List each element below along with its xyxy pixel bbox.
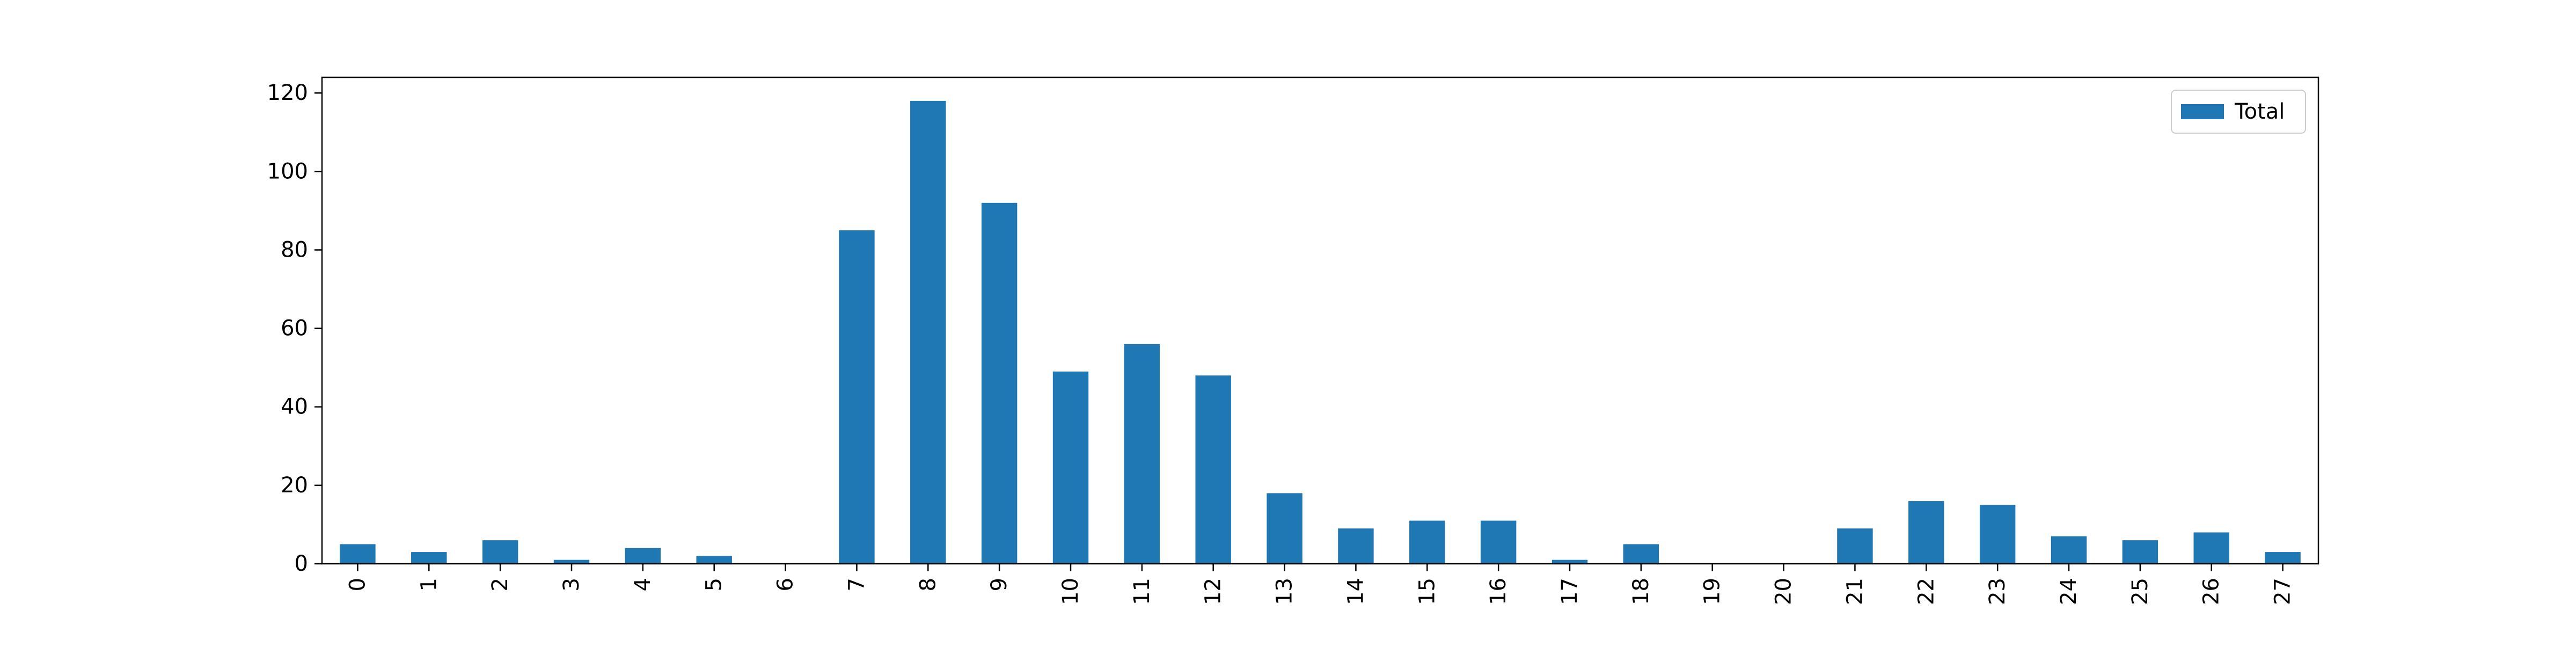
y-tick-label-0: 0	[295, 551, 308, 576]
bar-17	[1552, 559, 1588, 564]
x-tick-label-23: 23	[1985, 578, 2010, 605]
x-tick-label-1: 1	[416, 578, 441, 591]
x-tick-label-12: 12	[1201, 578, 1226, 605]
plot-frame	[321, 76, 2319, 565]
x-tick-label-8: 8	[916, 578, 940, 591]
x-tick-label-3: 3	[559, 578, 584, 591]
bar-21	[1837, 528, 1873, 564]
y-tick-label-80: 80	[281, 237, 308, 262]
legend: Total	[2171, 90, 2306, 134]
bar-23	[1979, 505, 2016, 564]
x-tick-label-26: 26	[2199, 578, 2224, 605]
bar-3	[553, 559, 590, 564]
bars-layer	[340, 100, 2301, 564]
bar-13	[1267, 493, 1302, 564]
x-tick-label-10: 10	[1058, 578, 1083, 605]
y-tick-label-120: 120	[267, 81, 308, 105]
y-tick-label-20: 20	[281, 473, 308, 498]
x-tick-label-0: 0	[345, 578, 370, 591]
y-tick-label-40: 40	[281, 395, 308, 419]
x-tick-label-21: 21	[1842, 578, 1867, 605]
x-tick-label-14: 14	[1343, 578, 1368, 605]
bar-4	[625, 548, 661, 564]
bar-15	[1409, 520, 1445, 564]
legend-swatch-total	[2181, 104, 2224, 119]
x-tick-label-2: 2	[488, 578, 513, 591]
x-tick-label-19: 19	[1700, 578, 1725, 605]
x-tick-label-7: 7	[844, 578, 869, 591]
bar-5	[696, 556, 732, 564]
bar-26	[2193, 532, 2229, 564]
x-tick-label-16: 16	[1486, 578, 1511, 605]
bar-8	[910, 100, 946, 564]
x-tick-label-6: 6	[773, 578, 798, 591]
bar-18	[1623, 544, 1659, 564]
x-tick-label-27: 27	[2271, 578, 2295, 605]
bar-1	[411, 552, 447, 564]
bar-27	[2265, 552, 2301, 564]
bar-25	[2122, 540, 2158, 564]
x-tick-label-24: 24	[2057, 578, 2081, 605]
x-tick-label-11: 11	[1130, 578, 1154, 605]
x-tick-label-15: 15	[1415, 578, 1439, 605]
x-tick-label-9: 9	[987, 578, 1012, 591]
bar-16	[1480, 520, 1517, 564]
bar-14	[1338, 528, 1374, 564]
bar-24	[2051, 536, 2087, 564]
x-tick-label-13: 13	[1272, 578, 1297, 605]
x-tick-label-25: 25	[2128, 578, 2153, 605]
bar-2	[482, 540, 518, 564]
y-tick-label-60: 60	[281, 316, 308, 341]
bar-11	[1124, 344, 1160, 564]
x-tick-label-20: 20	[1772, 578, 1796, 605]
bar-10	[1052, 371, 1089, 564]
bar-7	[839, 230, 875, 564]
x-tick-label-17: 17	[1557, 578, 1582, 605]
bar-12	[1195, 375, 1231, 564]
x-tick-label-5: 5	[702, 578, 727, 591]
legend-label-total: Total	[2234, 99, 2285, 124]
bar-22	[1908, 501, 1944, 564]
bar-0	[340, 544, 376, 564]
x-tick-label-4: 4	[631, 578, 655, 591]
y-tick-label-100: 100	[267, 159, 308, 184]
bar-9	[981, 202, 1018, 564]
x-tick-label-18: 18	[1629, 578, 1653, 605]
legend-box	[2171, 90, 2306, 134]
x-tick-label-22: 22	[1914, 578, 1938, 605]
